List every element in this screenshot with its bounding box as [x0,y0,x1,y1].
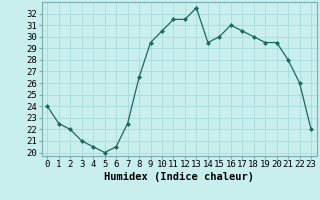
X-axis label: Humidex (Indice chaleur): Humidex (Indice chaleur) [104,172,254,182]
